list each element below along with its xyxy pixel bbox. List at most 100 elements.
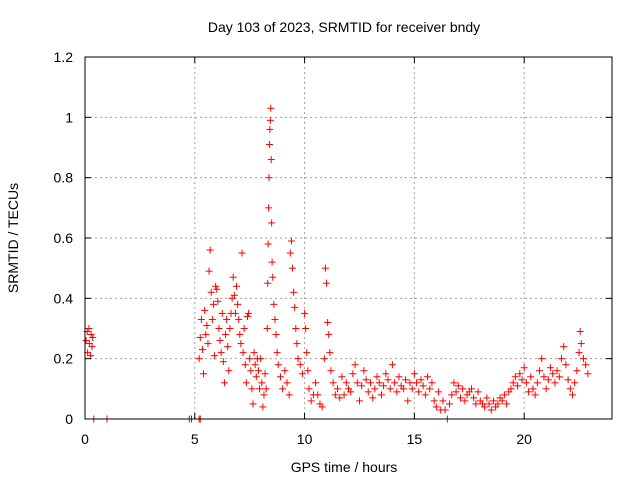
data-point [399, 385, 407, 393]
data-point [562, 361, 570, 369]
data-point [294, 355, 302, 363]
data-point [205, 267, 213, 275]
data-point [265, 174, 273, 182]
data-point [421, 391, 429, 399]
data-point [235, 315, 243, 323]
data-point [209, 300, 217, 308]
data-point [325, 331, 333, 339]
data-point [261, 370, 269, 378]
data-point [334, 385, 342, 393]
y-tick-label: 0.6 [54, 230, 74, 246]
data-point [307, 397, 315, 405]
data-point [566, 385, 574, 393]
data-point [582, 361, 590, 369]
y-axis-label: SRMTID / TECUs [5, 183, 21, 293]
data-point [503, 400, 511, 408]
data-point [257, 355, 265, 363]
data-point [369, 394, 377, 402]
data-point [507, 385, 515, 393]
data-point [233, 282, 241, 290]
data-point [579, 355, 587, 363]
grid-lines [85, 57, 612, 419]
data-point [222, 331, 230, 339]
y-tick-label: 1.2 [54, 49, 74, 65]
data-point [201, 306, 209, 314]
data-point [304, 367, 312, 375]
data-point [198, 346, 206, 354]
data-point [231, 309, 239, 317]
data-point [576, 328, 584, 336]
data-point [509, 379, 517, 387]
data-point [584, 370, 592, 378]
x-tick-label: 20 [516, 431, 532, 447]
data-point [373, 373, 381, 381]
data-point [216, 337, 224, 345]
data-point [470, 394, 478, 402]
data-point [214, 297, 222, 305]
data-point [283, 379, 291, 387]
data-point [220, 379, 228, 387]
data-point [551, 379, 559, 387]
data-point [452, 388, 460, 396]
data-point [225, 367, 233, 375]
data-point [256, 385, 264, 393]
data-point [456, 394, 464, 402]
y-tick-label: 0.4 [54, 290, 74, 306]
data-point [432, 403, 440, 411]
data-point [268, 258, 276, 266]
data-point [511, 373, 519, 381]
data-point [377, 391, 385, 399]
data-point [410, 370, 418, 378]
data-point [406, 379, 414, 387]
data-point [281, 367, 289, 375]
data-point [226, 325, 234, 332]
x-tick-label: 0 [81, 431, 89, 447]
data-point [86, 352, 94, 360]
data-point [219, 358, 227, 366]
y-tick-label: 0.8 [54, 170, 74, 186]
data-point [264, 279, 272, 287]
data-point [481, 403, 489, 411]
plot-frame [84, 56, 613, 420]
data-points [82, 104, 592, 423]
data-point [238, 249, 246, 257]
data-point [441, 406, 449, 414]
data-point [549, 370, 557, 378]
data-point [342, 379, 350, 387]
data-point [268, 219, 276, 227]
data-point [573, 367, 581, 375]
y-tick-label: 0.2 [54, 351, 74, 367]
data-point [426, 385, 434, 393]
data-point [408, 385, 416, 393]
data-point [195, 355, 203, 363]
data-point [267, 104, 275, 112]
x-tick-label: 5 [191, 431, 199, 447]
data-point [568, 391, 576, 399]
data-point [351, 361, 359, 369]
data-point [516, 370, 524, 378]
data-point [265, 204, 273, 212]
data-point [402, 376, 410, 384]
data-point [279, 385, 287, 393]
data-point [204, 340, 212, 348]
data-point [273, 349, 281, 357]
data-point [249, 400, 257, 408]
data-point [258, 379, 266, 387]
data-point [338, 373, 346, 381]
data-point [206, 246, 214, 254]
data-point [531, 391, 539, 399]
data-point [362, 376, 370, 384]
data-point [498, 397, 506, 405]
data-point [340, 391, 348, 399]
data-point [271, 315, 279, 323]
data-point [262, 385, 270, 393]
data-point [88, 343, 96, 351]
data-point [366, 379, 374, 387]
data-point [547, 364, 555, 372]
x-tick-label: 15 [407, 431, 423, 447]
data-point [324, 318, 332, 326]
data-point [450, 379, 458, 387]
data-point [87, 331, 95, 339]
data-point [197, 315, 205, 323]
